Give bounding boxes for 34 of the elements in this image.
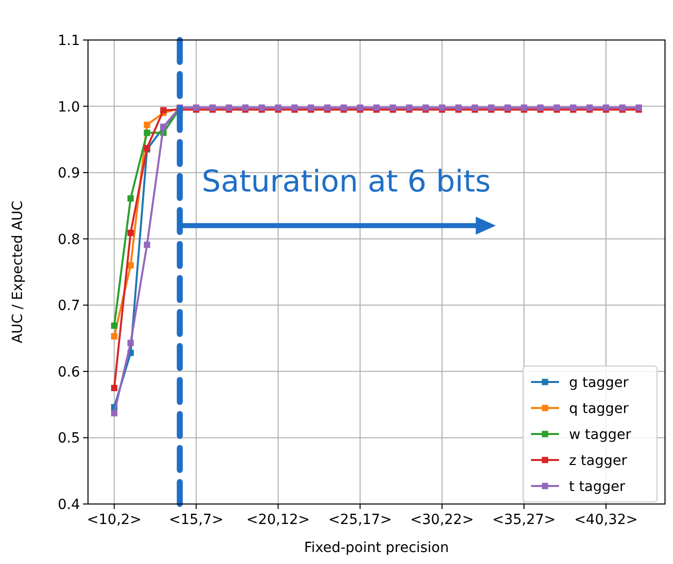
point <box>111 322 118 329</box>
y-tick-label: 0.9 <box>58 166 80 182</box>
y-tick-label: 1.1 <box>58 33 80 49</box>
y-tick-label: 0.6 <box>58 364 80 380</box>
point <box>144 122 150 128</box>
y-tick-label: 0.5 <box>58 430 80 447</box>
point <box>111 333 118 340</box>
point <box>144 130 150 136</box>
y-tick-label: 0.4 <box>58 497 80 513</box>
legend-label: w tagger <box>569 427 632 443</box>
x-tick-label: <30,22> <box>410 512 474 528</box>
legend-label: q tagger <box>569 401 629 417</box>
x-axis-title: Fixed-point precision <box>304 540 449 556</box>
y-axis-title: AUC / Expected AUC <box>10 200 26 344</box>
x-tick-label: <25,17> <box>328 512 392 528</box>
point <box>160 107 167 114</box>
point <box>111 410 118 416</box>
y-tick-label: 1.0 <box>58 99 80 116</box>
x-tick-label: <35,27> <box>492 512 556 528</box>
point <box>127 340 134 346</box>
y-tick-label: 0.8 <box>58 232 80 248</box>
y-tick-label: 0.7 <box>58 298 80 314</box>
legend-label: t tagger <box>569 479 626 495</box>
x-tick-label: <15,7> <box>168 512 224 528</box>
point <box>127 195 134 202</box>
point <box>144 242 150 248</box>
point <box>111 384 118 392</box>
point <box>127 230 134 236</box>
annotation: Saturation at 6 bits <box>202 164 491 200</box>
legend-label: g tagger <box>569 375 629 391</box>
legend-label: z tagger <box>569 453 628 469</box>
x-tick-label: <20,12> <box>246 512 310 528</box>
x-tick-label: <10,2> <box>86 512 142 528</box>
x-tick-label: <40,32> <box>574 512 638 528</box>
